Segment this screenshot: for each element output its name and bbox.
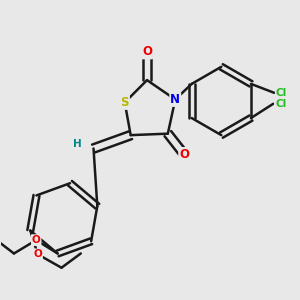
Text: H: H [73, 139, 82, 149]
Text: Cl: Cl [276, 88, 287, 98]
Text: S: S [121, 96, 129, 109]
Text: N: N [170, 93, 180, 106]
Text: O: O [33, 249, 42, 259]
Text: Cl: Cl [275, 99, 286, 109]
Text: O: O [142, 45, 152, 58]
Text: O: O [32, 235, 40, 245]
Text: O: O [179, 148, 189, 161]
